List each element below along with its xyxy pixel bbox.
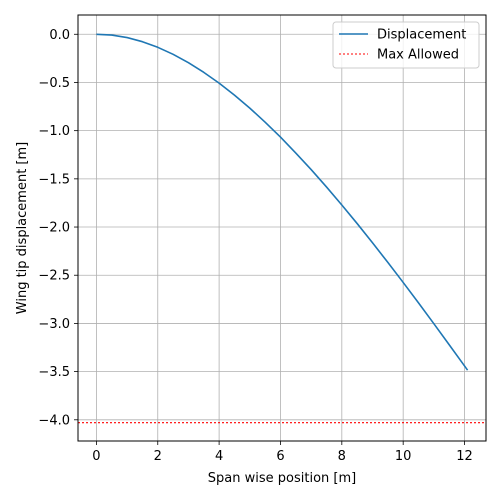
y-tick-label: −2.0 [38, 221, 70, 236]
y-axis-ticks: 0.0 −0.5 −1.0 −1.5 −2.0 −2.5 −3.0 −3.5 −4.0 [38, 28, 78, 428]
x-axis-label: Span wise position [m] [208, 471, 356, 486]
x-tick-label: 2 [154, 449, 162, 464]
x-tick-label: 4 [215, 449, 223, 464]
x-tick-label: 10 [395, 449, 412, 464]
legend-label-displacement: Displacement [377, 28, 466, 43]
y-tick-label: −3.5 [38, 365, 70, 380]
x-tick-label: 8 [338, 449, 346, 464]
y-tick-label: −3.0 [38, 317, 70, 332]
y-tick-label: −4.0 [38, 413, 70, 428]
legend-box [332, 21, 480, 69]
displacement-line [96, 33, 469, 371]
x-axis-ticks: 0 2 4 6 8 10 12 [92, 441, 473, 464]
x-tick-label: 0 [92, 449, 100, 464]
series-layer [96, 33, 469, 371]
legend-label-max-allowed: Max Allowed [377, 48, 459, 63]
y-tick-label: −2.5 [38, 269, 70, 284]
y-tick-label: −1.5 [38, 172, 70, 187]
y-tick-label: 0.0 [49, 28, 70, 43]
x-tick-label: 12 [456, 449, 473, 464]
y-tick-label: −1.0 [38, 124, 70, 139]
legend: Displacement Max Allowed [332, 21, 480, 69]
x-tick-label: 6 [276, 449, 284, 464]
y-axis-label: Wing tip displacement [m] [15, 142, 30, 314]
grid [78, 15, 486, 441]
plot-frame [77, 14, 487, 442]
y-tick-label: −0.5 [38, 76, 70, 91]
